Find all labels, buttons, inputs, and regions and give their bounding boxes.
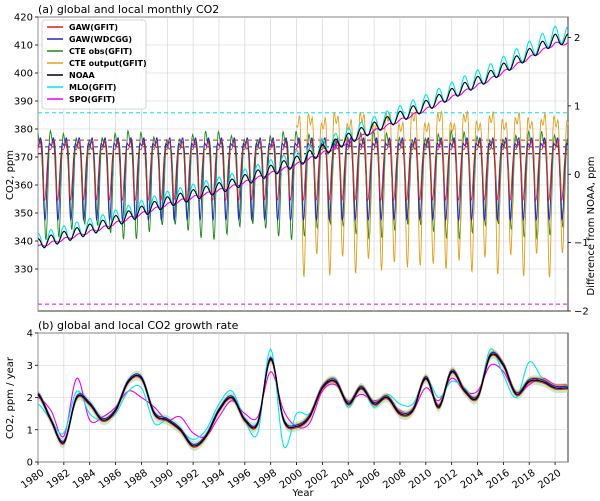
diff-line-gaw-wdcgg — [37, 137, 569, 221]
x-axis-label: Year — [291, 488, 314, 499]
xtick-label-8: 1996 — [226, 468, 253, 492]
panel-a-title: (a) global and local monthly CO2 — [38, 3, 219, 16]
panel-a-ytick-label-8: 410 — [14, 41, 33, 52]
growth-line-noaa — [37, 353, 569, 447]
xtick-label-2: 1984 — [71, 468, 98, 492]
panel-b-ytick-label-0: 0 — [27, 458, 33, 469]
panel-b-ytick-label-1: 1 — [27, 425, 33, 436]
panel-a-ylabel: CO2, ppm — [5, 150, 16, 200]
panel-a-ytick-label-3: 360 — [14, 181, 33, 192]
xtick-label-17: 2014 — [459, 468, 486, 492]
xtick-label-14: 2008 — [381, 468, 408, 492]
growth-band-cte — [38, 349, 568, 451]
legend-label-3: CTE output(GFIT) — [69, 59, 147, 68]
panel-a-ytick-label-5: 380 — [14, 125, 33, 136]
co2-line-spo — [37, 41, 569, 247]
panel-a-difference-lines — [37, 110, 569, 305]
xtick-label-4: 1988 — [123, 468, 150, 492]
diff-line-cte-output — [296, 110, 569, 278]
panel-a-y2-ticks: −2 −1 0 1 2 — [568, 33, 589, 318]
legend-label-1: GAW(WDCGG) — [69, 35, 132, 44]
legend-label-0: GAW(GFIT) — [69, 23, 118, 32]
panel-b-y-ticks: 0 1 2 3 4 — [27, 329, 38, 469]
co2-line-noaa — [38, 33, 569, 249]
diff-line-gaw-gfit — [37, 140, 569, 202]
xtick-label-1: 1982 — [45, 468, 72, 492]
panel-a-ytick-label-2: 350 — [14, 209, 33, 220]
legend-label-5: MLO(GFIT) — [69, 83, 116, 92]
xtick-label-20: 2020 — [536, 468, 563, 492]
panel-b-ytick-label-2: 2 — [27, 393, 33, 404]
legend: GAW(GFIT) GAW(WDCGG) CTE obs(GFIT) CTE outp… — [41, 19, 147, 110]
panel-b-ytick-label-4: 4 — [27, 329, 33, 340]
panel-a-grid — [37, 16, 568, 311]
panel-a-co2-lines — [37, 25, 569, 249]
legend-label-6: SPO(GFIT) — [69, 95, 115, 104]
panel-a-y2tick-label-4: 2 — [574, 33, 580, 44]
xtick-label-5: 1990 — [149, 468, 176, 492]
panel-a-ytick-label-9: 420 — [14, 13, 33, 24]
panel-b-ylabel: CO2, ppm / year — [5, 356, 16, 439]
panel-a-ytick-label-4: 370 — [14, 153, 33, 164]
xtick-label-13: 2006 — [355, 468, 382, 492]
xtick-label-18: 2016 — [485, 468, 512, 492]
xtick-label-7: 1994 — [200, 468, 227, 492]
panel-b-title: (b) global and local CO2 growth rate — [38, 319, 239, 332]
xtick-label-16: 2012 — [433, 468, 460, 492]
xtick-label-6: 1992 — [174, 468, 201, 492]
xtick-label-0: 1980 — [19, 468, 46, 492]
panel-a-ytick-label-6: 390 — [14, 97, 33, 108]
legend-label-4: NOAA — [69, 71, 95, 80]
panel-a-ytick-label-0: 330 — [14, 265, 33, 276]
xtick-label-15: 2010 — [407, 468, 434, 492]
legend-label-2: CTE obs(GFIT) — [69, 47, 132, 56]
xtick-label-9: 1998 — [252, 468, 279, 492]
panel-b-ytick-label-3: 3 — [27, 361, 33, 372]
panel-a-ytick-label-1: 340 — [14, 237, 33, 248]
co2-line-mlo — [37, 25, 569, 249]
growth-line-spo — [37, 363, 568, 438]
panel-a-y2tick-label-2: 0 — [574, 170, 580, 181]
panel-b-growth-lines — [37, 348, 569, 451]
panel-a-y2label: Difference from NOAA, ppm — [586, 156, 597, 295]
xtick-label-3: 1986 — [97, 468, 124, 492]
panel-a-y-ticks: 330 340 350 360 370 380 390 400 410 420 — [14, 13, 38, 276]
panel-a-ytick-label-7: 400 — [14, 69, 33, 80]
panel-a-y2tick-label-3: 1 — [574, 101, 580, 112]
xtick-label-12: 2004 — [329, 468, 356, 492]
panel-a-y2tick-label-1: −1 — [574, 238, 589, 249]
panel-b-x-ticks: 1980198219841986198819901992199419961998… — [19, 462, 563, 491]
xtick-label-19: 2018 — [510, 468, 537, 492]
panel-a-y2tick-label-0: −2 — [574, 307, 589, 318]
